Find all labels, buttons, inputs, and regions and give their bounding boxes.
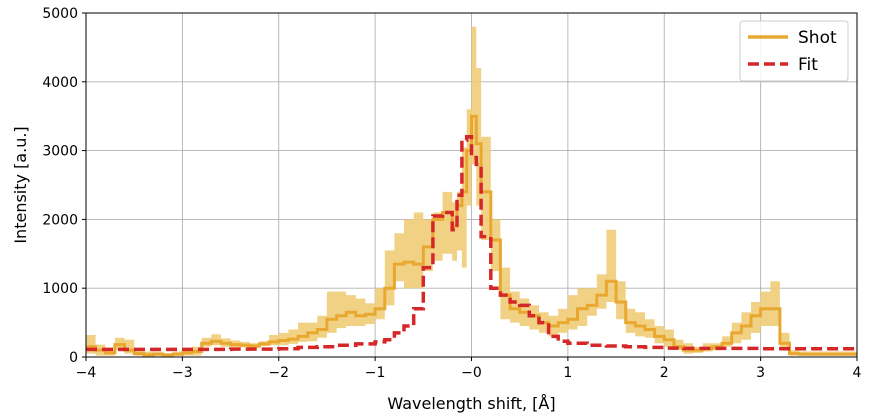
- shot-band-area: [86, 26, 857, 356]
- series-lines: [86, 114, 859, 357]
- y-tick-label: 4000: [42, 75, 78, 91]
- x-tick-label: 3: [756, 365, 765, 381]
- x-tick-label: −0: [461, 365, 482, 381]
- y-axis-label: Intensity [a.u.]: [11, 126, 30, 243]
- x-tick-label: −1: [365, 365, 386, 381]
- x-tick-label: −3: [172, 365, 193, 381]
- x-axis-label: Wavelength shift, [Å]: [387, 394, 555, 413]
- legend-label-shot: Shot: [798, 28, 837, 48]
- x-tick-label: −4: [76, 365, 97, 381]
- legend-label-fit: Fit: [798, 55, 818, 75]
- x-tick-label: −2: [268, 365, 289, 381]
- x-tick-label: 2: [660, 365, 669, 381]
- y-tick-label: 0: [69, 350, 78, 366]
- x-tick-label: 4: [853, 365, 862, 381]
- y-tick-label: 1000: [42, 281, 78, 297]
- y-tick-label: 5000: [42, 6, 78, 22]
- x-axis: −4 −3 −2 −1 −0 1 2 3 4: [76, 357, 862, 381]
- x-tick-label: 1: [563, 365, 572, 381]
- shot-uncertainty-band: [86, 26, 857, 356]
- y-tick-label: 3000: [42, 144, 78, 160]
- legend: Shot Fit: [739, 20, 849, 82]
- y-tick-label: 2000: [42, 212, 78, 228]
- series-fit-line: [86, 135, 859, 352]
- y-axis: 0 1000 2000 3000 4000 5000: [42, 6, 86, 366]
